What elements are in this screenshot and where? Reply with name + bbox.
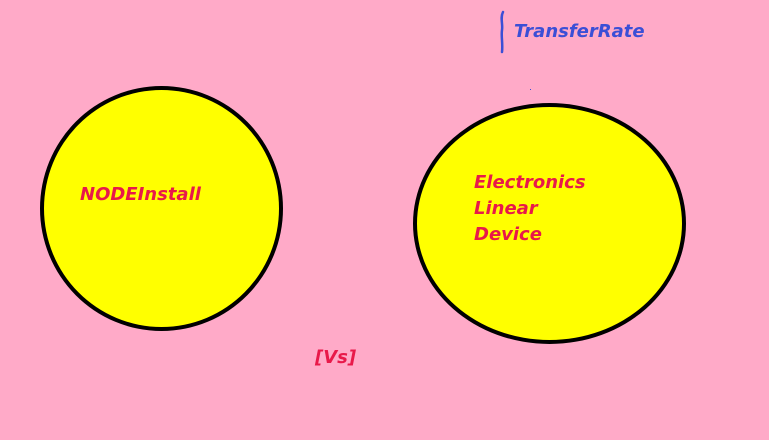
brace-mark-icon	[500, 10, 505, 54]
node-label-right: Electronics Linear Device	[474, 170, 586, 248]
stray-dot	[530, 89, 531, 90]
transfer-rate-label: TransferRate	[514, 21, 645, 42]
node-circle-right	[413, 103, 686, 344]
node-label-right-line-3: Device	[474, 224, 542, 245]
node-circle-left	[40, 86, 283, 331]
node-label-right-line-2: Linear	[474, 198, 538, 219]
node-label-right-line-1: Electronics	[474, 172, 586, 193]
node-label-left: NODEInstall	[80, 184, 201, 205]
vs-label: [Vs]	[315, 347, 357, 368]
